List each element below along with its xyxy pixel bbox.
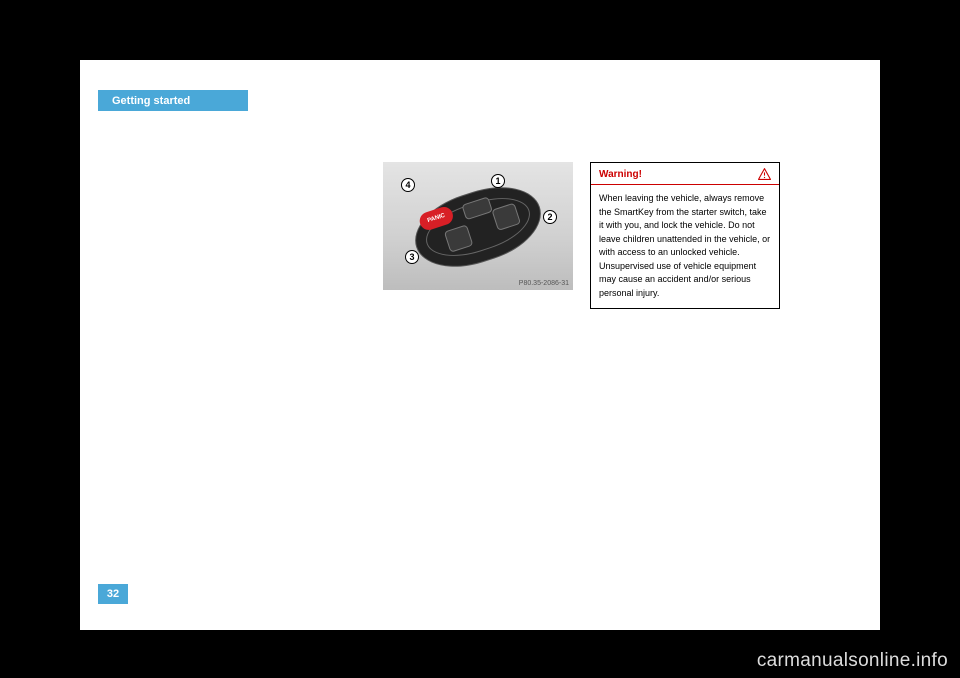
watermark: carmanualsonline.info xyxy=(757,650,948,672)
callout-1: 1 xyxy=(491,174,505,188)
warning-header: Warning! xyxy=(591,163,779,185)
panic-label: PANIC xyxy=(427,213,446,224)
manual-page: Getting started PANIC 1 2 3 4 P80.35-208… xyxy=(80,60,880,630)
warning-title: Warning! xyxy=(599,169,642,180)
callout-3: 3 xyxy=(405,250,419,264)
section-header: Getting started xyxy=(98,90,248,111)
callout-4: 4 xyxy=(401,178,415,192)
smartkey-figure: PANIC 1 2 3 4 P80.35-2086-31 xyxy=(383,162,573,290)
warning-body: When leaving the vehicle, always remove … xyxy=(591,185,779,308)
figure-code: P80.35-2086-31 xyxy=(519,280,569,287)
warning-icon xyxy=(758,168,771,180)
page-number-value: 32 xyxy=(107,588,119,600)
page-number: 32 xyxy=(98,584,128,604)
section-title: Getting started xyxy=(112,95,190,107)
callout-2: 2 xyxy=(543,210,557,224)
warning-box: Warning! When leaving the vehicle, alway… xyxy=(590,162,780,309)
smartkey-body: PANIC xyxy=(405,174,550,281)
